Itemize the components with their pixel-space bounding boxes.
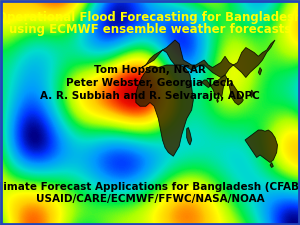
Text: Climate Forecast Applications for Bangladesh (CFAB):: Climate Forecast Applications for Bangla… bbox=[0, 182, 300, 192]
Text: using ECMWF ensemble weather forecasts: using ECMWF ensemble weather forecasts bbox=[9, 22, 291, 36]
Polygon shape bbox=[270, 162, 273, 167]
Polygon shape bbox=[202, 75, 227, 97]
Polygon shape bbox=[258, 68, 262, 75]
Polygon shape bbox=[217, 99, 218, 103]
Text: Operational Flood Forecasting for Bangladesh: Operational Flood Forecasting for Bangla… bbox=[0, 11, 300, 25]
Polygon shape bbox=[250, 90, 253, 97]
Polygon shape bbox=[142, 40, 275, 77]
Text: Peter Webster, Georgia Tech: Peter Webster, Georgia Tech bbox=[66, 78, 234, 88]
Text: A. R. Subbiah and R. Selvaraju, ADPC: A. R. Subbiah and R. Selvaraju, ADPC bbox=[40, 91, 260, 101]
Text: Tom Hopson, NCAR: Tom Hopson, NCAR bbox=[94, 65, 206, 75]
Text: USAID/CARE/ECMWF/FFWC/NASA/NOAA: USAID/CARE/ECMWF/FFWC/NASA/NOAA bbox=[36, 194, 264, 204]
Polygon shape bbox=[136, 65, 193, 156]
Polygon shape bbox=[245, 130, 278, 162]
Polygon shape bbox=[187, 128, 192, 145]
Polygon shape bbox=[229, 83, 243, 105]
